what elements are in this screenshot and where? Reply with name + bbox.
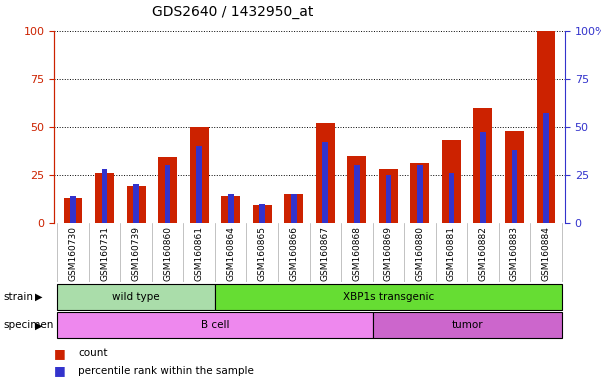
Text: GSM160730: GSM160730 [69, 226, 78, 281]
Text: GSM160739: GSM160739 [132, 226, 141, 281]
Bar [442, 140, 461, 223]
Text: GSM160864: GSM160864 [226, 226, 235, 281]
Bar [228, 194, 234, 223]
Bar [133, 184, 139, 223]
Text: GSM160880: GSM160880 [415, 226, 424, 281]
Text: GSM160882: GSM160882 [478, 226, 487, 281]
Bar [127, 186, 145, 223]
Bar [410, 163, 429, 223]
Text: GSM160883: GSM160883 [510, 226, 519, 281]
Bar [417, 165, 423, 223]
Bar [448, 173, 454, 223]
Text: B cell: B cell [201, 320, 229, 331]
Bar [537, 31, 555, 223]
Text: GSM160865: GSM160865 [258, 226, 267, 281]
Text: GDS2640 / 1432950_at: GDS2640 / 1432950_at [152, 5, 314, 19]
Bar [480, 132, 486, 223]
Bar [379, 169, 398, 223]
Text: ▶: ▶ [35, 291, 42, 302]
Text: wild type: wild type [112, 291, 160, 302]
Bar [221, 196, 240, 223]
Bar [57, 284, 215, 310]
Text: count: count [78, 348, 108, 358]
Text: specimen: specimen [3, 320, 53, 331]
Text: GSM160867: GSM160867 [321, 226, 330, 281]
Bar [190, 127, 209, 223]
Bar [197, 146, 202, 223]
Text: GSM160860: GSM160860 [163, 226, 172, 281]
Text: GSM160884: GSM160884 [542, 226, 551, 281]
Bar [158, 157, 177, 223]
Bar [70, 196, 76, 223]
Bar [347, 156, 366, 223]
Text: GSM160869: GSM160869 [384, 226, 393, 281]
Text: GSM160881: GSM160881 [447, 226, 456, 281]
Bar [253, 205, 272, 223]
Bar [316, 123, 335, 223]
Bar [165, 165, 171, 223]
Bar [102, 169, 108, 223]
Bar [505, 131, 524, 223]
Text: tumor: tumor [451, 320, 483, 331]
Text: GSM160731: GSM160731 [100, 226, 109, 281]
Text: ■: ■ [54, 364, 66, 377]
Text: ▶: ▶ [35, 320, 42, 331]
Bar [95, 173, 114, 223]
Bar [215, 284, 562, 310]
Bar [323, 142, 328, 223]
Text: GSM160868: GSM160868 [352, 226, 361, 281]
Text: ■: ■ [54, 347, 66, 360]
Bar [511, 150, 517, 223]
Bar [284, 194, 304, 223]
Bar [474, 108, 492, 223]
Text: GSM160861: GSM160861 [195, 226, 204, 281]
Bar [64, 198, 82, 223]
Bar [543, 113, 549, 223]
Bar [354, 165, 359, 223]
Bar [385, 175, 391, 223]
Text: GSM160866: GSM160866 [289, 226, 298, 281]
Text: strain: strain [3, 291, 33, 302]
Bar [291, 194, 296, 223]
Bar [373, 313, 562, 338]
Bar [260, 204, 265, 223]
Bar [57, 313, 373, 338]
Text: XBP1s transgenic: XBP1s transgenic [343, 291, 434, 302]
Text: percentile rank within the sample: percentile rank within the sample [78, 366, 254, 376]
